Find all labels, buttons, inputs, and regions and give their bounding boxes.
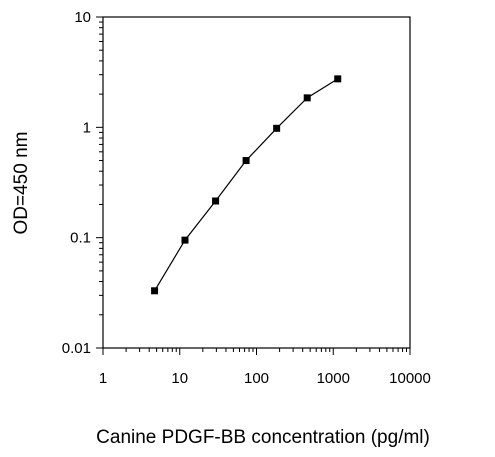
data-point-marker bbox=[334, 75, 342, 83]
y-axis-label: OD=450 nm bbox=[11, 132, 32, 235]
x-axis-label: Canine PDGF-BB concentration (pg/ml) bbox=[96, 427, 430, 448]
x-tick-label: 100 bbox=[244, 370, 269, 387]
data-point-marker bbox=[212, 197, 220, 205]
data-point-marker bbox=[273, 124, 281, 132]
series-layer bbox=[151, 75, 342, 295]
data-point-marker bbox=[303, 94, 311, 102]
y-tick-label: 10 bbox=[74, 9, 91, 26]
x-tick-label: 1000 bbox=[317, 370, 350, 387]
y-tick-label: 0.1 bbox=[70, 230, 91, 247]
y-tick-label: 1 bbox=[83, 119, 91, 136]
data-point-marker bbox=[151, 287, 159, 295]
x-axis-ticks: 1 10 100 1000 10000 bbox=[99, 348, 431, 387]
data-point-marker bbox=[181, 236, 189, 244]
y-axis-ticks: 0.01 0.1 1 10 bbox=[62, 9, 103, 357]
x-tick-label: 10000 bbox=[389, 370, 431, 387]
data-point-marker bbox=[242, 157, 250, 165]
series-line bbox=[154, 78, 339, 292]
x-tick-label: 10 bbox=[171, 370, 188, 387]
plot-frame bbox=[102, 16, 411, 349]
y-tick-label: 0.01 bbox=[62, 340, 91, 357]
x-tick-label: 1 bbox=[99, 370, 107, 387]
